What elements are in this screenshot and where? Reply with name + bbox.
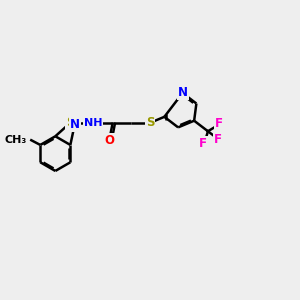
Text: N: N (178, 86, 188, 100)
Text: CH₃: CH₃ (5, 135, 27, 145)
Text: N: N (70, 118, 80, 131)
Text: O: O (105, 134, 115, 147)
Text: NH: NH (84, 118, 102, 128)
Text: F: F (199, 137, 207, 150)
Text: S: S (66, 116, 75, 129)
Text: F: F (214, 133, 222, 146)
Text: F: F (215, 117, 223, 130)
Text: S: S (146, 116, 154, 129)
